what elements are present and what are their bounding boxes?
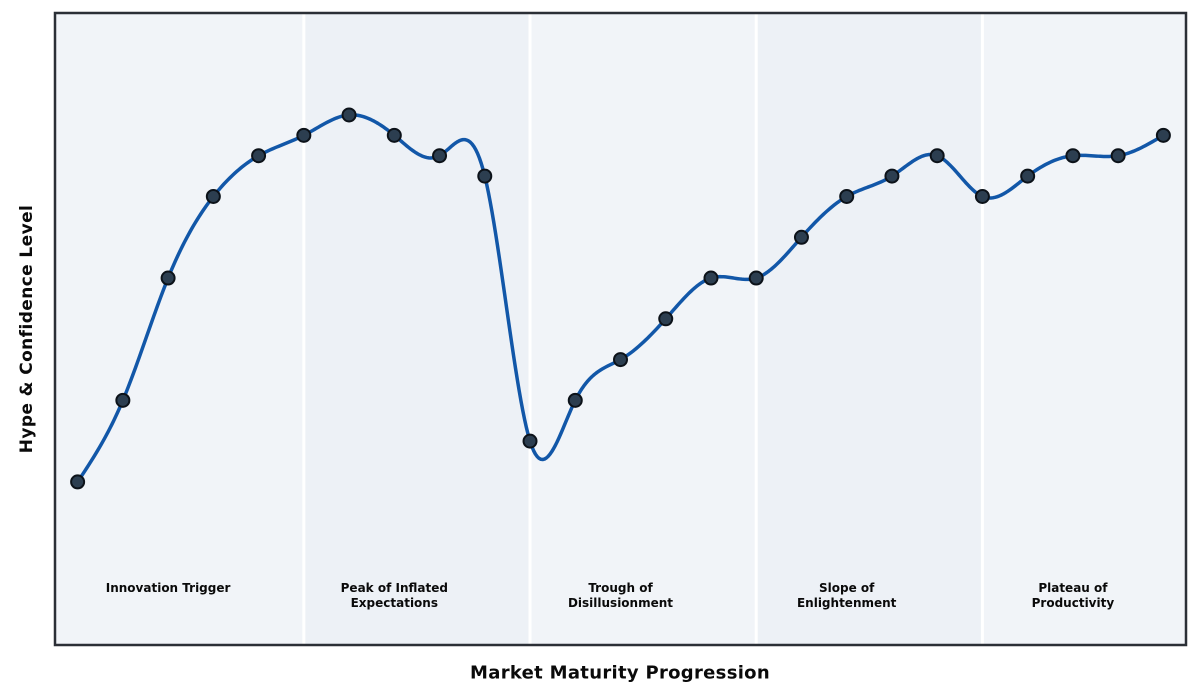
phase-band xyxy=(530,13,757,645)
data-point xyxy=(160,270,176,286)
data-point xyxy=(1020,168,1036,184)
phase-band xyxy=(303,13,531,645)
data-point xyxy=(296,127,312,143)
data-point xyxy=(703,270,719,286)
plot-border xyxy=(53,11,1188,647)
phase-band xyxy=(55,13,304,645)
data-point xyxy=(432,148,448,164)
data-point xyxy=(386,127,402,143)
data-point xyxy=(884,168,900,184)
phase-band xyxy=(982,13,1186,645)
data-point xyxy=(613,352,628,368)
data-point xyxy=(748,270,764,286)
data-point xyxy=(658,311,674,327)
data-point xyxy=(477,168,493,184)
data-point xyxy=(839,188,855,204)
data-point xyxy=(793,229,809,245)
data-point xyxy=(1110,148,1126,164)
phase-label: Trough of Disillusionment xyxy=(568,581,673,610)
phase-label: Slope of Enlightenment xyxy=(797,581,897,610)
phase-label: Innovation Trigger xyxy=(106,581,231,595)
data-point xyxy=(251,148,267,164)
phase-band xyxy=(756,13,983,645)
data-point xyxy=(1155,127,1171,143)
data-point xyxy=(522,433,538,449)
data-point xyxy=(341,107,357,123)
data-point xyxy=(1065,148,1081,164)
data-point xyxy=(205,188,221,204)
data-point xyxy=(115,392,131,408)
phase-label: Peak of Inflated Expectations xyxy=(341,581,448,610)
data-point xyxy=(929,148,945,164)
data-point xyxy=(70,474,86,490)
x-axis-label: Market Maturity Progression xyxy=(470,662,770,684)
data-point xyxy=(974,188,990,204)
phase-label: Plateau of Productivity xyxy=(1032,581,1115,610)
data-point xyxy=(567,392,583,408)
y-axis-label: Hype & Confidence Level xyxy=(17,204,37,454)
